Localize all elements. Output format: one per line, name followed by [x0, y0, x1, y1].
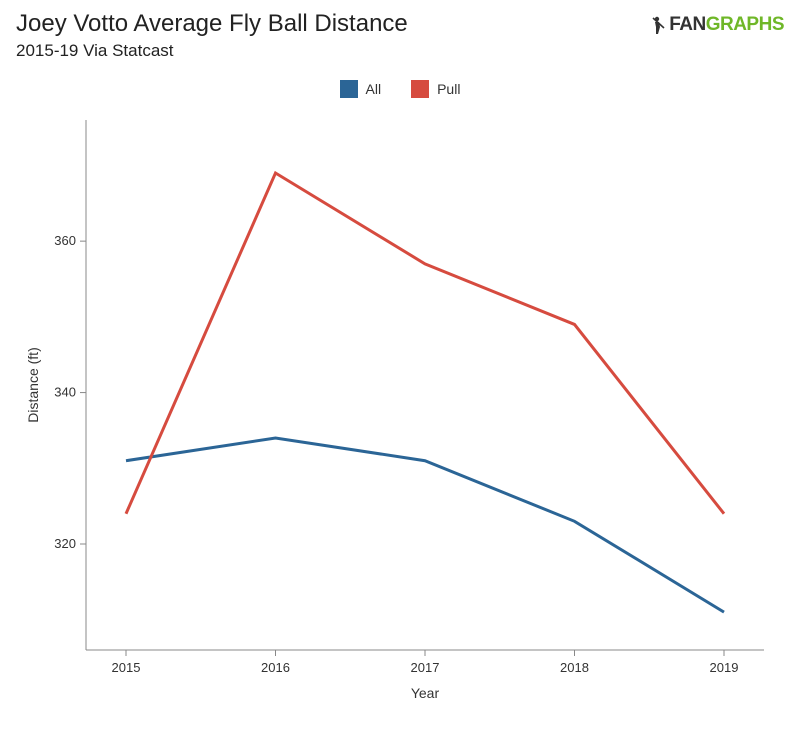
line-chart: 320 340 360 2015 2016 2017 2018 2019 Year Distanc…	[16, 110, 784, 710]
legend-item-pull: Pull	[411, 80, 460, 98]
y-tick-label: 360	[54, 233, 76, 248]
x-tick-label: 2016	[261, 660, 290, 675]
chart-title: Joey Votto Average Fly Ball Distance	[16, 10, 408, 39]
x-tick-label: 2017	[411, 660, 440, 675]
title-block: Joey Votto Average Fly Ball Distance 201…	[16, 10, 408, 61]
x-tick-label: 2019	[710, 660, 739, 675]
x-axis-title: Year	[411, 685, 440, 701]
legend-swatch-pull	[411, 80, 429, 98]
logo-text: FANGRAPHS	[669, 14, 784, 36]
series-pull	[126, 173, 724, 514]
x-tick-label: 2018	[560, 660, 589, 675]
logo-fan: FAN	[669, 14, 706, 35]
legend-swatch-all	[340, 80, 358, 98]
chart-header: Joey Votto Average Fly Ball Distance 201…	[16, 10, 784, 61]
chart-area: 320 340 360 2015 2016 2017 2018 2019 Year Distanc…	[16, 110, 784, 710]
logo-graphs: GRAPHS	[706, 14, 784, 35]
series-all	[126, 438, 724, 612]
legend: All Pull	[0, 80, 800, 98]
y-axis-title: Distance (ft)	[25, 347, 41, 422]
legend-label-pull: Pull	[437, 81, 460, 97]
fangraphs-logo: FANGRAPHS	[649, 14, 784, 36]
legend-label-all: All	[366, 81, 382, 97]
legend-item-all: All	[340, 80, 382, 98]
x-tick-label: 2015	[112, 660, 141, 675]
chart-subtitle: 2015-19 Via Statcast	[16, 41, 408, 61]
y-tick-label: 320	[54, 536, 76, 551]
y-tick-label: 340	[54, 385, 76, 400]
batter-icon	[649, 15, 667, 35]
